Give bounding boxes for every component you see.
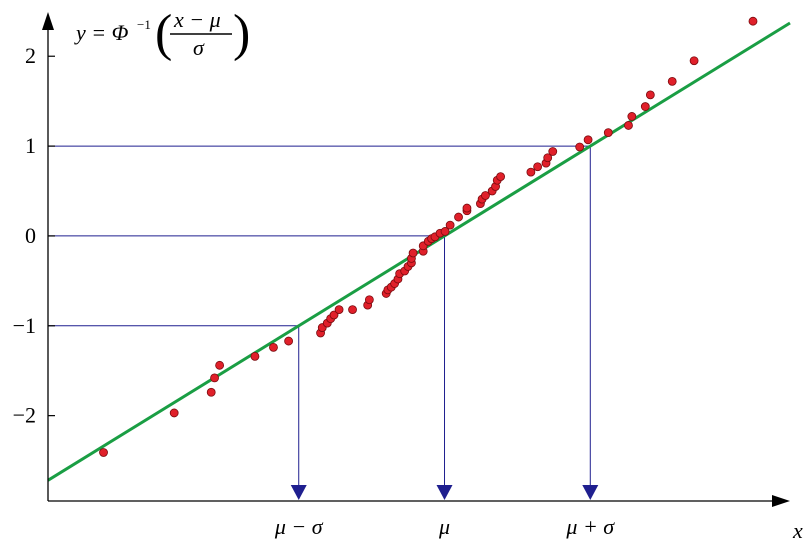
axes-layer — [42, 12, 790, 507]
data-point — [496, 172, 506, 182]
data-point — [206, 387, 216, 397]
reference-arrowhead — [436, 485, 453, 500]
data-point — [284, 336, 294, 346]
data-point — [645, 90, 655, 100]
x-marker-label: μ − σ — [274, 514, 324, 539]
y-label-left-paren: ( — [155, 5, 172, 62]
data-point — [408, 248, 418, 258]
y-label-numerator: x − μ — [173, 7, 221, 32]
data-point — [348, 305, 357, 315]
x-axis-label: x — [792, 518, 803, 543]
y-tick-label: −2 — [13, 403, 36, 428]
y-ticks-layer: −2 −1 0 1 2 — [13, 43, 55, 428]
data-point — [548, 147, 558, 156]
y-label-superscript: −1 — [137, 17, 151, 32]
data-point — [454, 212, 463, 222]
y-tick-label: −1 — [13, 313, 36, 338]
x-marker-labels-layer: μ − σ μ μ + σ — [274, 514, 615, 539]
y-tick-label: 1 — [25, 133, 36, 158]
data-point — [334, 305, 344, 315]
data-point — [210, 373, 219, 383]
y-label-prefix: y = Φ — [74, 20, 129, 45]
data-point — [526, 167, 536, 177]
data-point — [481, 191, 490, 200]
y-tick-label: 0 — [25, 223, 36, 248]
data-point — [640, 102, 650, 111]
data-point — [250, 351, 260, 361]
data-point — [364, 295, 374, 305]
x-axis-arrowhead — [772, 495, 790, 507]
data-point — [583, 135, 593, 145]
data-point — [624, 121, 633, 130]
data-point — [445, 220, 455, 230]
y-axis-arrowhead — [42, 12, 54, 30]
data-point — [627, 112, 637, 121]
data-point — [667, 76, 677, 86]
data-point — [575, 142, 585, 152]
data-point — [329, 310, 339, 320]
data-point — [603, 128, 613, 138]
x-marker-label: μ — [438, 514, 450, 539]
data-points-layer — [99, 16, 758, 457]
data-point — [99, 448, 108, 457]
y-label-right-paren: ) — [233, 5, 250, 62]
data-point — [689, 56, 699, 66]
data-point — [543, 153, 553, 163]
y-tick-label: 2 — [25, 43, 36, 68]
reference-arrowhead — [582, 485, 599, 500]
data-point — [533, 162, 543, 172]
y-label-denominator: σ — [193, 35, 205, 60]
data-point — [269, 342, 278, 352]
data-point — [440, 227, 450, 236]
data-point — [169, 408, 179, 418]
y-axis-label: y = Φ −1 ( x − μ σ ) — [74, 5, 250, 62]
x-marker-label: μ + σ — [565, 514, 615, 539]
data-point — [215, 360, 225, 370]
data-point — [748, 16, 758, 26]
reference-lines-layer — [48, 145, 599, 500]
reference-arrowhead — [290, 485, 307, 500]
data-point — [462, 203, 472, 213]
